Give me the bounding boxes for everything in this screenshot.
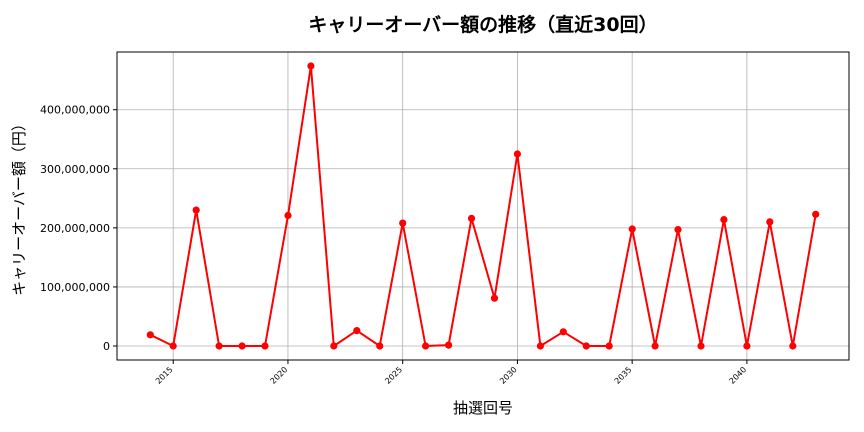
data-point: [628, 225, 636, 233]
data-point: [215, 342, 223, 350]
data-point: [261, 342, 269, 350]
y-tick-label: 300,000,000: [40, 163, 110, 176]
data-point: [812, 210, 820, 218]
y-tick-label: 0: [103, 340, 110, 353]
data-point: [330, 342, 338, 350]
plot-area: [116, 51, 850, 361]
data-point: [353, 327, 361, 335]
data-point: [169, 342, 177, 350]
y-axis: 0 100,000,000 200,000,000 300,000,000 400,00…: [40, 104, 117, 353]
data-point: [238, 342, 246, 350]
data-point: [422, 342, 430, 350]
data-point: [582, 342, 590, 350]
data-point: [674, 226, 682, 234]
data-point: [284, 211, 292, 220]
y-tick-label: 200,000,000: [40, 222, 110, 235]
data-point: [766, 218, 774, 226]
data-point: [467, 214, 476, 222]
x-tick-label: 2040: [728, 365, 749, 386]
data-point: [513, 150, 522, 158]
data-point: [490, 294, 499, 302]
grid: [117, 52, 849, 360]
x-tick-label: 2035: [613, 365, 634, 386]
data-point: [445, 341, 453, 349]
x-tick-label: 2015: [154, 365, 175, 386]
data-point: [307, 62, 315, 70]
x-tick-label: 2030: [498, 365, 519, 386]
x-axis: 2015 2020 2025 2030 2035 2040: [154, 360, 748, 386]
data-point: [536, 342, 545, 350]
x-tick-label: 2025: [383, 365, 404, 386]
data-point: [651, 342, 659, 350]
data-points: [146, 62, 820, 350]
data-point: [559, 328, 567, 336]
x-axis-label: 抽選回号: [453, 399, 513, 417]
chart-title: キャリーオーバー額の推移（直近30回）: [308, 13, 657, 36]
data-point: [146, 331, 154, 339]
data-point: [743, 342, 751, 350]
data-point: [697, 342, 705, 350]
data-point: [605, 342, 613, 350]
series-line: [149, 65, 817, 347]
data-point: [376, 342, 384, 350]
y-tick-label: 100,000,000: [40, 281, 110, 294]
data-point: [399, 219, 407, 227]
x-tick-label: 2020: [269, 365, 290, 386]
data-point: [720, 216, 728, 224]
y-tick-label: 400,000,000: [40, 104, 110, 117]
data-point: [192, 206, 200, 214]
data-point: [789, 342, 797, 350]
y-axis-label: キャリーオーバー額（円）: [10, 116, 28, 296]
